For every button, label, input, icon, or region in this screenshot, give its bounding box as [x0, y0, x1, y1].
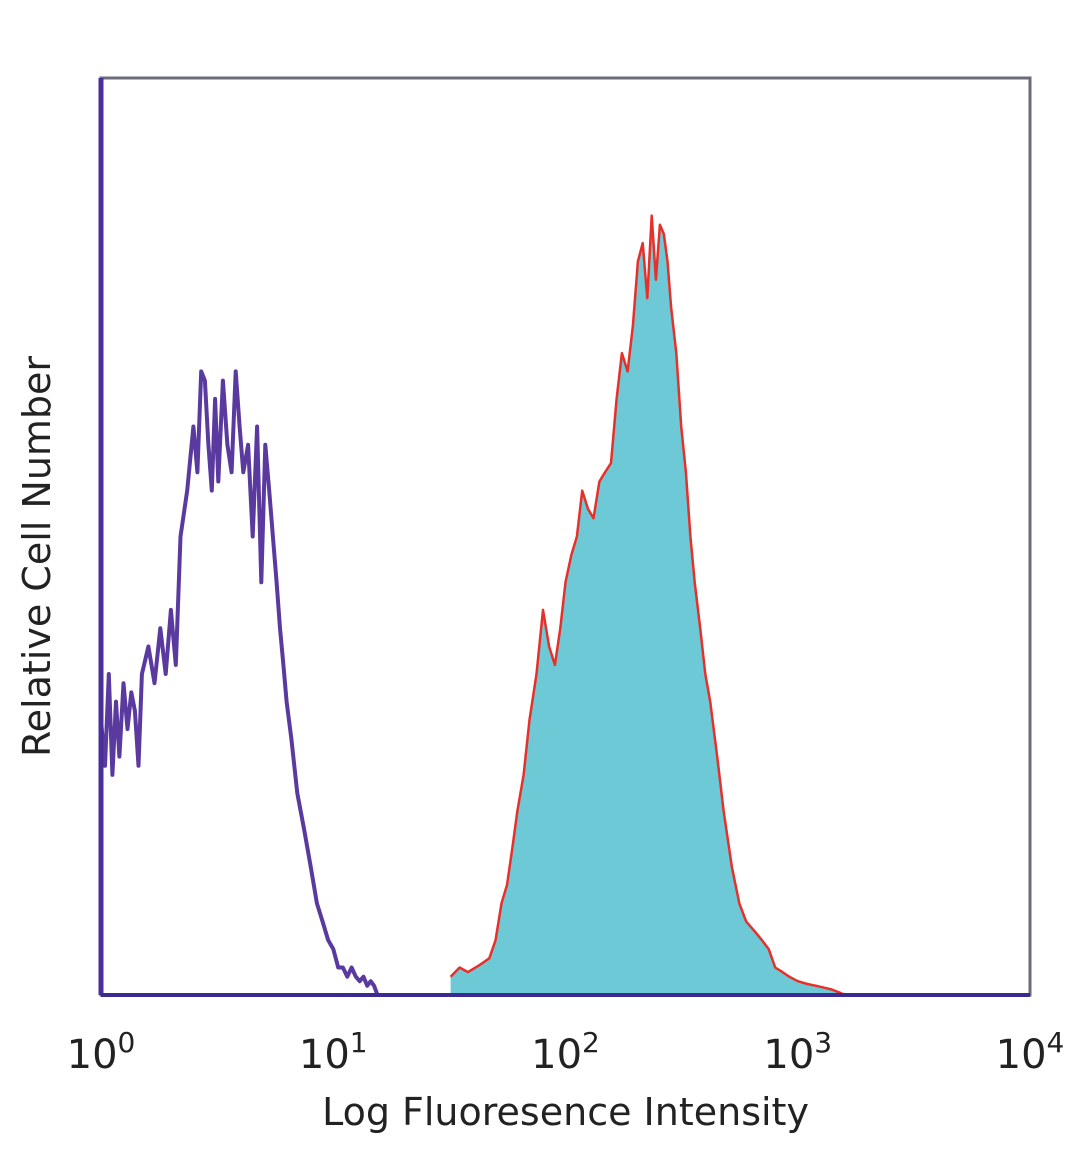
- x-tick-labels: 100 101 102 103 104: [67, 1026, 1065, 1078]
- series-layer: [99, 214, 846, 997]
- x-tick-label: 103: [763, 1026, 832, 1078]
- y-axis-title: Relative Cell Number: [15, 356, 59, 757]
- x-tick-label: 102: [531, 1026, 600, 1078]
- x-axis-title: Log Fluoresence Intensity: [322, 1090, 809, 1134]
- x-tick-label: 100: [67, 1026, 136, 1078]
- series-1-fill: [450, 215, 846, 996]
- x-tick-label: 104: [996, 1026, 1065, 1078]
- x-tick-label: 101: [299, 1026, 368, 1078]
- series-0-line: [99, 369, 381, 997]
- series-1-outline: [449, 214, 846, 997]
